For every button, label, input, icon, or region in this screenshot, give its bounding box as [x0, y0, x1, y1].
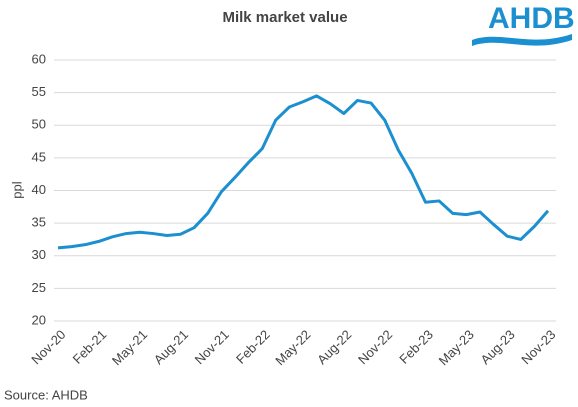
line	[57, 94, 550, 250]
x-tick-label: Aug-23	[477, 327, 517, 367]
logo-text: AHDB	[488, 2, 575, 35]
y-tick-label: 20	[32, 312, 46, 327]
x-tick-label: Aug-21	[151, 327, 191, 367]
y-tick-label: 25	[32, 280, 46, 295]
x-tick-label: Nov-20	[28, 327, 68, 367]
logo: AHDB	[472, 2, 575, 46]
y-tick-label: 40	[32, 182, 46, 197]
y-tick-label: 60	[32, 51, 46, 66]
y-axis-label: ppl	[9, 181, 24, 198]
x-tick-label: Nov-22	[355, 327, 395, 367]
y-tick-label: 45	[32, 149, 46, 164]
y-tick-label: 50	[32, 117, 46, 132]
x-tick-label: May-22	[272, 327, 313, 368]
logo-wave	[472, 34, 572, 46]
y-tick-label: 35	[32, 215, 46, 230]
x-tick-label: Feb-23	[396, 327, 436, 367]
x-tick-label: May-21	[109, 327, 150, 368]
x-tick-label: Feb-22	[233, 327, 273, 367]
x-tick-label: May-23	[436, 327, 477, 368]
x-tick-label: Nov-21	[192, 327, 232, 367]
y-tick-label: 30	[32, 247, 46, 262]
x-tick-label: Nov-23	[518, 327, 558, 367]
chart-title: Milk market value	[222, 9, 347, 26]
x-tick-label: Feb-21	[70, 327, 110, 367]
y-tick-label: 55	[32, 84, 46, 99]
x-tick-label: Aug-22	[314, 327, 354, 367]
source: Source: AHDB	[4, 387, 88, 402]
